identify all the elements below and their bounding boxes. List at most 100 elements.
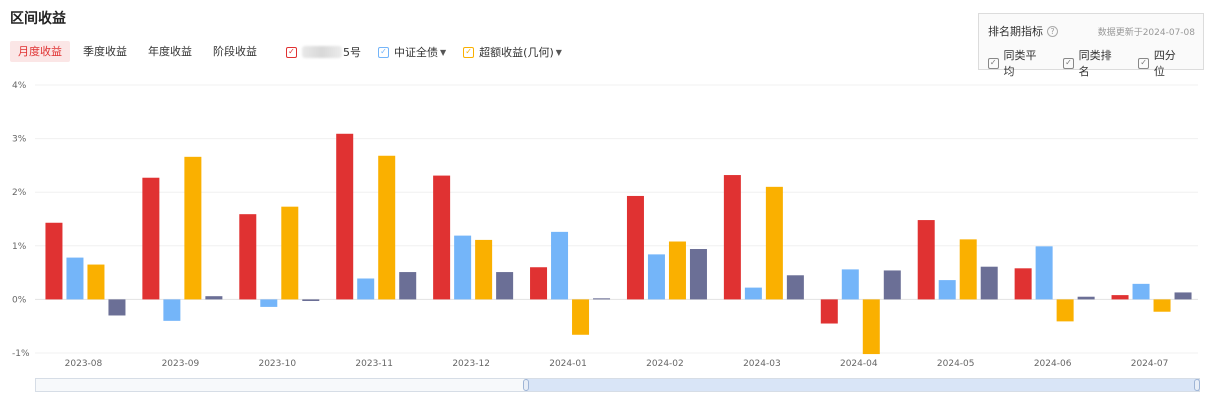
- bar-series-1: [551, 231, 569, 300]
- legend-label: 超额收益(几何): [479, 46, 554, 59]
- rank-title-text: 排名期指标: [988, 25, 1043, 38]
- x-tick-label: 2023-11: [355, 359, 393, 369]
- bar-series-2: [378, 155, 396, 300]
- x-tick-label: 2024-01: [549, 359, 587, 369]
- bar-series-3: [980, 266, 998, 300]
- bar-series-3: [1174, 292, 1192, 300]
- bar-series-3: [205, 296, 223, 300]
- x-tick-label: 2024-05: [937, 359, 975, 369]
- data-updated-text: 数据更新于2024-07-08: [1097, 28, 1195, 38]
- tab-monthly[interactable]: 月度收益: [10, 41, 70, 62]
- bar-series-2: [959, 239, 977, 300]
- bar-series-1: [66, 257, 84, 300]
- bar-series-1: [454, 235, 472, 300]
- zoom-window[interactable]: [526, 379, 1199, 391]
- redacted-fund-name: [302, 46, 342, 58]
- option-label: 同类平均: [1003, 49, 1037, 78]
- checkbox-icon: ✓: [1063, 57, 1074, 69]
- bar-series-1: [841, 269, 859, 300]
- option-peer-rank[interactable]: ✓ 同类排名: [1063, 47, 1120, 79]
- bar-series-2: [87, 264, 105, 300]
- rank-title: 排名期指标 ?: [988, 23, 1058, 39]
- legend-item-fund[interactable]: ✓ 5号: [286, 44, 361, 60]
- bar-series-2: [184, 156, 202, 300]
- x-tick-label: 2024-04: [840, 359, 878, 369]
- y-tick-label: 4%: [12, 81, 27, 91]
- y-tick-label: 1%: [12, 242, 27, 252]
- rank-options: ✓ 同类平均 ✓ 同类排名 ✓ 四分位: [988, 47, 1203, 79]
- bar-series-2: [1056, 299, 1074, 322]
- x-tick-label: 2023-08: [65, 359, 103, 369]
- zoom-handle-right[interactable]: [1194, 379, 1200, 391]
- bar-series-2: [862, 299, 880, 355]
- period-tabs: 月度收益 季度收益 年度收益 阶段收益: [10, 41, 270, 62]
- caret-down-icon: ▼: [440, 47, 447, 57]
- checkbox-icon: ✓: [988, 57, 999, 69]
- chart-legend: ✓ 5号 ✓ 中证全债 ▼ ✓ 超额收益(几何) ▼: [286, 44, 579, 60]
- x-tick-label: 2024-02: [646, 359, 684, 369]
- option-label: 四分位: [1153, 49, 1176, 78]
- option-peer-average[interactable]: ✓ 同类平均: [988, 47, 1045, 79]
- bar-series-2: [1153, 299, 1171, 312]
- x-tick-label: 2024-06: [1034, 359, 1072, 369]
- bar-series-3: [302, 299, 320, 302]
- checkbox-icon: ✓: [463, 46, 475, 58]
- bar-series-3: [786, 275, 804, 300]
- bar-series-0: [626, 195, 644, 300]
- x-tick-label: 2024-07: [1131, 359, 1169, 369]
- bar-series-0: [142, 177, 160, 300]
- bar-series-1: [1035, 246, 1053, 300]
- bar-series-3: [1077, 296, 1095, 300]
- section-title: 区间收益: [10, 11, 66, 27]
- y-tick-label: 0%: [12, 295, 27, 305]
- legend-item-bond-index[interactable]: ✓ 中证全债 ▼: [378, 44, 446, 60]
- bar-series-0: [45, 222, 63, 300]
- checkbox-icon: ✓: [378, 46, 389, 58]
- bar-series-1: [260, 299, 278, 307]
- bar-series-0: [917, 220, 935, 300]
- bar-series-2: [475, 239, 493, 300]
- tab-yearly[interactable]: 年度收益: [148, 45, 192, 58]
- bar-series-0: [1111, 295, 1129, 300]
- option-quartile[interactable]: ✓ 四分位: [1138, 47, 1185, 79]
- bar-series-2: [668, 241, 686, 300]
- bar-series-2: [572, 299, 590, 335]
- bar-series-0: [530, 267, 548, 300]
- bar-series-1: [744, 287, 762, 300]
- rank-metrics-panel: 排名期指标 ? 数据更新于2024-07-08 ✓ 同类平均 ✓ 同类排名 ✓ …: [978, 13, 1204, 78]
- x-tick-label: 2024-03: [743, 359, 781, 369]
- bar-series-2: [765, 186, 783, 300]
- bar-series-1: [1132, 283, 1150, 300]
- x-tick-label: 2023-12: [452, 359, 490, 369]
- bar-series-2: [281, 206, 299, 300]
- tab-quarterly[interactable]: 季度收益: [83, 45, 127, 58]
- option-label: 同类排名: [1078, 49, 1112, 78]
- zoom-handle-left[interactable]: [523, 379, 529, 391]
- bar-series-1: [163, 299, 181, 321]
- y-tick-label: 3%: [12, 135, 27, 145]
- bar-series-3: [399, 272, 417, 300]
- bar-series-0: [239, 214, 257, 300]
- bar-series-3: [108, 299, 126, 316]
- bar-series-0: [820, 299, 838, 324]
- bar-series-3: [593, 298, 611, 300]
- bar-series-0: [433, 175, 451, 300]
- bar-series-0: [723, 175, 741, 300]
- tab-stage[interactable]: 阶段收益: [213, 45, 257, 58]
- bar-series-3: [689, 249, 707, 300]
- y-tick-label: -1%: [12, 349, 30, 359]
- help-icon[interactable]: ?: [1047, 25, 1058, 37]
- legend-item-excess-return[interactable]: ✓ 超额收益(几何) ▼: [463, 44, 562, 60]
- legend-label: 中证全债: [394, 46, 438, 59]
- bar-series-3: [496, 272, 514, 300]
- checkbox-icon: ✓: [286, 46, 297, 58]
- bar-series-1: [647, 254, 665, 300]
- zoom-scrollbar[interactable]: [35, 378, 1200, 392]
- caret-down-icon: ▼: [555, 47, 562, 57]
- x-tick-label: 2023-09: [162, 359, 200, 369]
- checkbox-icon: ✓: [1138, 57, 1149, 69]
- legend-label: 5号: [343, 46, 361, 59]
- bar-series-0: [1014, 268, 1032, 300]
